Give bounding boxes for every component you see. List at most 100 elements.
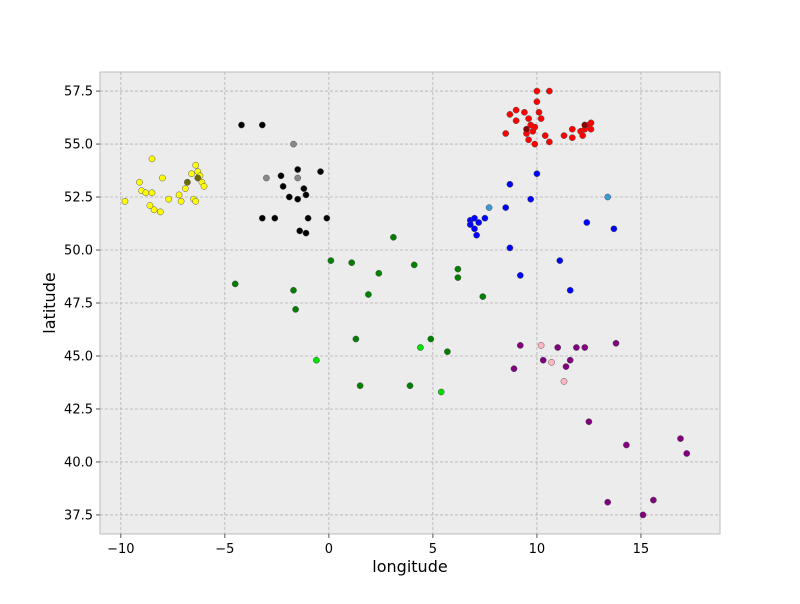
data-point xyxy=(560,132,568,139)
data-point xyxy=(323,214,331,222)
data-point xyxy=(568,134,576,142)
data-point xyxy=(525,136,532,144)
data-point xyxy=(546,87,553,95)
data-point xyxy=(277,172,285,180)
data-point xyxy=(533,98,541,106)
data-point xyxy=(560,378,568,385)
data-point xyxy=(258,214,266,222)
y-tick-label: 55.0 xyxy=(64,138,93,153)
data-point xyxy=(352,335,360,343)
data-point xyxy=(537,342,545,349)
data-point xyxy=(375,269,383,277)
data-point xyxy=(585,418,593,426)
data-point xyxy=(554,344,562,351)
data-point xyxy=(581,344,589,351)
data-point xyxy=(479,293,487,300)
data-point xyxy=(150,206,158,214)
data-point xyxy=(238,121,245,129)
data-point xyxy=(562,363,570,370)
data-point xyxy=(302,191,310,199)
data-point xyxy=(535,108,543,116)
data-point xyxy=(148,155,156,163)
data-point xyxy=(512,117,520,125)
data-point xyxy=(510,365,518,373)
y-tick-label: 37.5 xyxy=(64,508,93,523)
data-point xyxy=(533,170,541,178)
data-point xyxy=(148,189,156,197)
data-point xyxy=(294,166,302,173)
data-point xyxy=(317,168,324,175)
data-point xyxy=(192,197,200,205)
data-point xyxy=(410,261,418,269)
data-point xyxy=(302,229,310,237)
data-point xyxy=(146,202,154,209)
data-point xyxy=(300,185,308,192)
data-point xyxy=(581,121,589,129)
x-tick-label: 15 xyxy=(633,542,650,557)
data-point xyxy=(548,358,555,366)
data-point xyxy=(188,170,195,178)
data-point xyxy=(475,219,483,226)
data-point xyxy=(502,130,510,137)
axis-ticks: −10 −5 0 5 10 15 37.5 40.0 42.5 45.0 47.5 50.0 52.5 5… xyxy=(64,85,649,557)
data-point xyxy=(279,183,287,190)
data-point xyxy=(612,339,620,347)
data-point xyxy=(568,125,576,133)
data-point xyxy=(290,140,297,148)
data-point xyxy=(481,214,489,222)
y-tick-label: 50.0 xyxy=(64,244,93,259)
data-point xyxy=(604,498,612,506)
data-point xyxy=(516,342,524,349)
y-tick-label: 40.0 xyxy=(64,455,93,470)
data-point xyxy=(417,344,424,351)
data-point xyxy=(546,138,553,146)
data-point xyxy=(506,244,514,252)
data-point xyxy=(285,193,293,201)
data-point xyxy=(356,382,364,390)
data-point xyxy=(527,195,535,203)
data-point xyxy=(531,140,539,148)
data-point xyxy=(556,257,564,264)
data-point xyxy=(623,441,630,449)
data-point xyxy=(444,348,451,356)
data-point xyxy=(194,174,202,182)
data-point xyxy=(304,214,312,222)
data-point xyxy=(142,189,150,197)
data-point xyxy=(566,356,574,364)
data-point xyxy=(639,511,647,519)
data-point xyxy=(677,435,684,442)
data-point xyxy=(177,197,185,205)
data-point xyxy=(271,214,279,222)
data-points xyxy=(121,87,691,519)
data-point xyxy=(184,178,191,186)
data-point xyxy=(327,257,335,264)
data-point xyxy=(263,174,270,182)
data-point xyxy=(427,335,435,343)
data-point xyxy=(471,214,478,222)
x-tick-label: 0 xyxy=(325,542,333,557)
data-point xyxy=(296,227,304,235)
data-point xyxy=(683,450,691,457)
data-point xyxy=(200,183,208,190)
data-point xyxy=(502,204,510,211)
data-point xyxy=(523,125,530,133)
data-point xyxy=(156,208,164,216)
data-point xyxy=(406,382,414,390)
data-point xyxy=(533,87,541,95)
data-point xyxy=(136,178,143,186)
data-point xyxy=(512,106,520,114)
data-point xyxy=(231,280,239,288)
data-point xyxy=(541,132,549,139)
data-point xyxy=(566,286,574,294)
y-tick-label: 42.5 xyxy=(64,402,93,417)
x-tick-label: −10 xyxy=(107,542,134,557)
data-point xyxy=(159,174,166,182)
data-point xyxy=(587,119,595,127)
data-point xyxy=(610,225,618,233)
data-point xyxy=(313,356,320,364)
data-point xyxy=(175,191,183,199)
grid-lines xyxy=(100,72,720,534)
data-point xyxy=(573,344,580,351)
